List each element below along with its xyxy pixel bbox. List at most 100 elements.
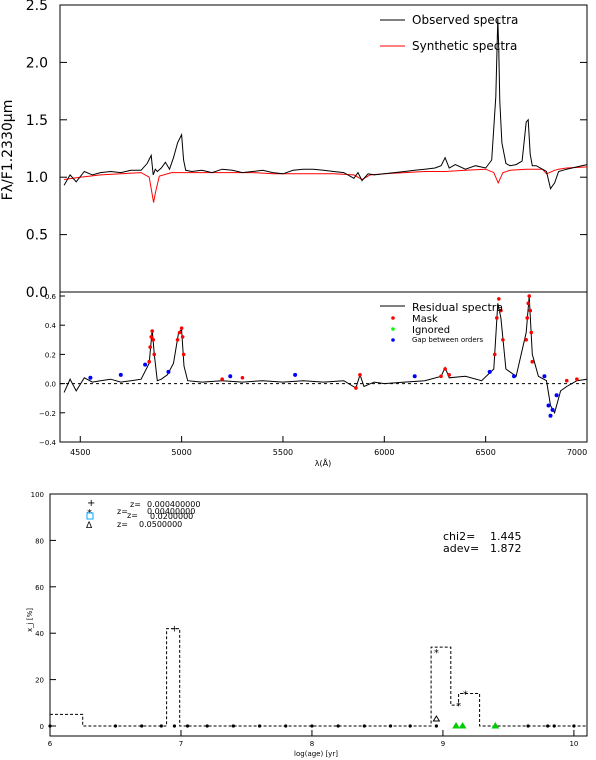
population-zero-marker (572, 724, 576, 728)
population-y-label: x_j [%] (26, 608, 34, 632)
population-zero-marker (48, 724, 52, 728)
population-y-tick-label: 0 (40, 723, 44, 731)
spectrum-y-label: Fλ/F1.2330µm (0, 100, 16, 201)
mask-point (180, 335, 185, 339)
population-star-marker: * (434, 648, 439, 659)
population-y-tick-label: 40 (35, 630, 44, 638)
residual-x-tick-label: 7000 (567, 448, 587, 457)
observed-spectra-line (63, 18, 588, 190)
residual-x-tick-label: 6500 (475, 448, 495, 457)
legend-mask-label: Mask (412, 314, 438, 325)
population-zero-marker (552, 724, 556, 728)
population-zero-marker (284, 724, 288, 728)
legend-synthetic-label: Synthetic spectra (412, 39, 517, 53)
population-triangle-marker (458, 722, 467, 729)
residual-x-tick-label: 5500 (273, 448, 293, 457)
legend-z4-prefix: z= (117, 520, 128, 529)
population-zero-marker (434, 724, 438, 728)
legend-ignored-swatch (391, 327, 395, 331)
mask-point (525, 316, 530, 320)
gap-point (548, 413, 553, 418)
spectrum-panel: 0.0 0.5 1.0 1.5 2.0 2.5 Fλ/F1.2330µm Observed… (0, 0, 588, 301)
residual-y-tick-label: 0.2 (45, 351, 56, 359)
population-triangle-marker (432, 715, 441, 722)
mask-point (526, 301, 531, 306)
spectrum-y-tick-label: 2.0 (26, 55, 48, 71)
population-zero-marker (526, 724, 530, 728)
mask-point (151, 338, 156, 342)
population-x-tick-label: 6 (48, 740, 53, 748)
population-zero-marker (185, 724, 190, 728)
residual-panel: −0.4 −0.2 0.0 0.2 0.4 0.6 4500 5000 5500 6000 650… (39, 291, 588, 468)
residual-y-ticks: −0.4 −0.2 0.0 0.2 0.4 0.6 (39, 293, 65, 447)
mask-point (439, 374, 443, 379)
mask-point (529, 330, 534, 335)
population-zero-marker (140, 724, 144, 728)
population-y-tick-label: 80 (35, 537, 44, 545)
legend-gap-swatch (391, 338, 395, 342)
gap-point (554, 393, 559, 398)
residual-y-tick-label: 0.4 (45, 322, 57, 330)
population-zero-marker (362, 724, 366, 728)
residual-legend: Residual spectra Mask Ignored Gap betwee… (380, 301, 503, 344)
population-zero-marker (310, 724, 314, 728)
mask-point (495, 316, 499, 320)
population-x-tick-label: 7 (179, 740, 183, 748)
residual-spectra-line (63, 295, 588, 415)
population-zero-marker (113, 724, 118, 728)
gap-point (166, 369, 171, 374)
spectrum-y-tick-label: 0.5 (26, 228, 48, 244)
metallicity-legend: + * Δ z= 0.000400000 z= 0.00400000 z= 0.… (86, 498, 200, 531)
residual-y-tick-label: −0.4 (39, 439, 57, 447)
residual-x-tick-label: 4500 (70, 448, 90, 457)
population-x-ticks: 6 7 8 9 10 (48, 730, 578, 748)
gap-point (412, 374, 417, 379)
gap-point (118, 372, 123, 377)
population-y-tick-label: 20 (35, 677, 44, 685)
population-zero-marker (408, 724, 412, 728)
gap-point (487, 369, 492, 374)
population-zero-marker (388, 724, 393, 728)
legend-z1-prefix: z= (130, 500, 141, 509)
legend-z3-prefix: z= (127, 511, 138, 520)
mask-point (220, 377, 224, 382)
mask-point (150, 329, 155, 333)
mask-point (354, 386, 358, 390)
population-cross-marker: + (171, 625, 179, 635)
mask-point (148, 345, 152, 349)
mask-point (147, 359, 151, 364)
population-x-tick-label: 10 (569, 740, 578, 748)
gap-point (546, 403, 551, 408)
residual-axes-frame (59, 291, 588, 443)
mask-point (524, 338, 528, 342)
population-y-ticks: 0 20 40 60 80 100 (31, 491, 56, 731)
spectrum-y-tick-label: 1.5 (26, 113, 48, 129)
population-triangle-marker (491, 722, 500, 729)
mask-point (497, 297, 501, 301)
gap-point (542, 374, 547, 379)
legend-z4-value: 0.0500000 (139, 520, 182, 529)
population-star-marker: * (456, 701, 461, 712)
residual-x-tick-label: 5000 (171, 448, 191, 457)
mask-point (175, 338, 180, 342)
mask-point (149, 335, 154, 339)
legend-observed-label: Observed spectra (412, 13, 518, 27)
legend-z2-prefix: z= (117, 507, 128, 516)
population-star-marker: * (463, 690, 468, 701)
legend-gap-label: Gap between orders (412, 336, 484, 344)
residual-y-tick-label: 0.6 (45, 293, 57, 301)
population-axes-frame (49, 493, 588, 737)
mask-point (152, 352, 157, 357)
mask-point (564, 378, 569, 383)
spectrum-y-ticks: 0.0 0.5 1.0 1.5 2.0 2.5 (26, 0, 587, 301)
adev-value: 1.872 (490, 542, 522, 555)
population-markers: +*** (48, 625, 576, 729)
mask-point (177, 330, 182, 335)
legend-z3-marker (86, 512, 94, 520)
residual-y-tick-label: −0.2 (39, 410, 56, 418)
mask-point (240, 375, 245, 380)
mask-point (501, 338, 505, 342)
mask-points (147, 294, 579, 390)
mask-point (499, 308, 503, 313)
legend-z1-value: 0.000400000 (147, 500, 200, 509)
